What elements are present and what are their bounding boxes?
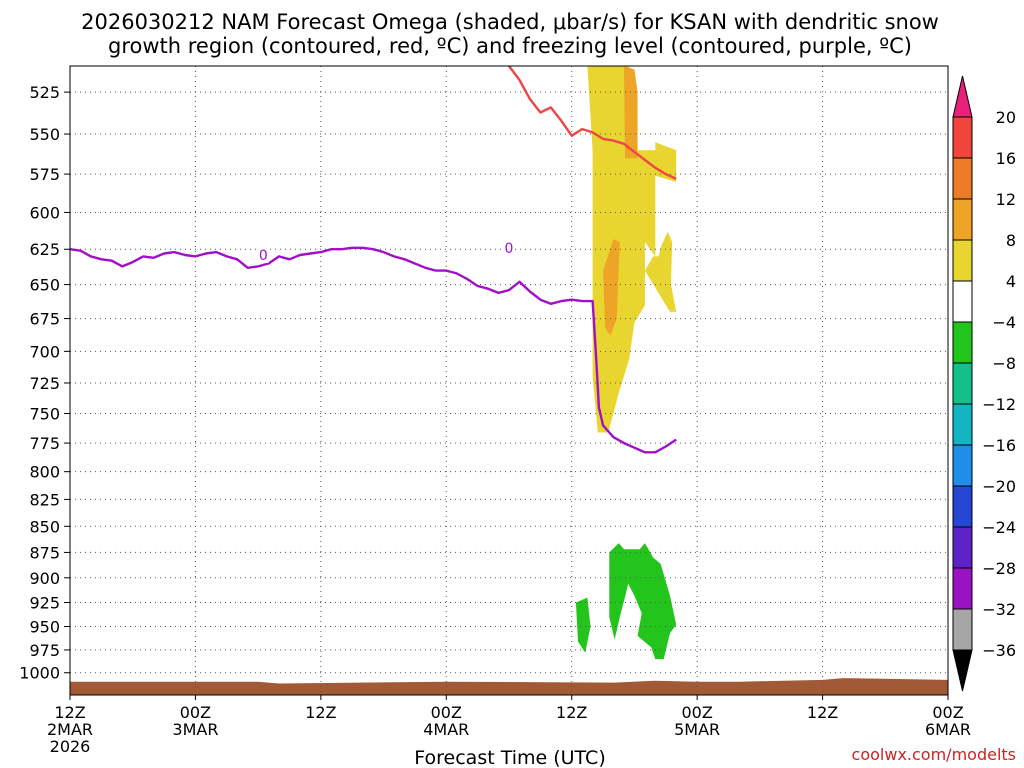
colorbar-bin-13 <box>952 608 973 651</box>
x-tick-label-60-0: 00Z <box>681 703 712 722</box>
omega-colorbar: 20 16 12 8 4 −4 −8 −12 −16 −20 −24 −28 −32 −36 <box>952 75 1016 692</box>
colorbar-label-13: −36 <box>982 641 1016 660</box>
x-tick-label-84-1: 6MAR <box>925 720 971 739</box>
colorbar-label-7: −12 <box>982 395 1016 414</box>
y-tick-label-850: 850 <box>29 517 60 536</box>
omega-shaded-region-5 <box>609 543 677 660</box>
y-tick-label-825: 825 <box>29 490 60 509</box>
freezing-level-contour <box>69 246 677 454</box>
y-tick-label-550: 550 <box>29 125 60 144</box>
y-tick-label-775: 775 <box>29 434 60 453</box>
x-tick-label-12-1: 3MAR <box>172 720 218 739</box>
y-tick-label-925: 925 <box>29 593 60 612</box>
omega-shaded-region-3 <box>603 239 620 336</box>
y-tick-label-900: 900 <box>29 569 60 588</box>
omega-shaded-region-2 <box>624 66 638 159</box>
colorbar-label-1: 16 <box>996 149 1016 168</box>
x-tick-label-0-0: 12Z <box>54 703 85 722</box>
colorbar-label-4: 4 <box>1006 272 1016 291</box>
y-tick-label-700: 700 <box>29 342 60 361</box>
colorbar-label-2: 12 <box>996 190 1016 209</box>
credit-text: coolwx.com/modelts <box>852 745 1016 764</box>
x-tick-label-0-1: 2MAR <box>47 720 93 739</box>
colorbar-bin-10 <box>952 485 973 528</box>
x-tick-label-36-1: 4MAR <box>423 720 469 739</box>
x-tick-label-60-1: 5MAR <box>674 720 720 739</box>
colorbar-bin-0 <box>952 75 973 118</box>
colorbar-bin-8 <box>952 403 973 446</box>
y-tick-label-650: 650 <box>29 276 60 295</box>
y-tick-label-975: 975 <box>29 641 60 660</box>
colorbar-label-3: 8 <box>1006 231 1016 250</box>
x-tick-label-24-0: 12Z <box>305 703 336 722</box>
y-tick-label-1000: 1000 <box>19 664 60 683</box>
y-tick-label-950: 950 <box>29 618 60 637</box>
colorbar-bin-4 <box>952 239 973 282</box>
colorbar-label-9: −20 <box>982 477 1016 496</box>
omega-shaded-region-4 <box>575 597 591 653</box>
colorbar-label-0: 20 <box>996 108 1016 127</box>
chart-title-line-2: growth region (contoured, red, ºC) and f… <box>108 34 912 58</box>
colorbar-bin-11 <box>952 526 973 569</box>
colorbar-bin-5 <box>952 280 973 323</box>
contour-label-bg-0 <box>258 246 269 263</box>
colorbar-bin-2 <box>952 157 973 200</box>
colorbar-label-12: −32 <box>982 600 1016 619</box>
grid-lines <box>69 66 949 695</box>
y-tick-label-600: 600 <box>29 203 60 222</box>
colorbar-bin-3 <box>952 198 973 241</box>
x-tick-label-48-0: 12Z <box>556 703 587 722</box>
colorbar-bin-1 <box>952 116 973 159</box>
x-tick-label-12-0: 00Z <box>180 703 211 722</box>
colorbar-label-11: −28 <box>982 559 1016 578</box>
y-tick-label-575: 575 <box>29 165 60 184</box>
colorbar-label-6: −8 <box>992 354 1016 373</box>
y-tick-label-725: 725 <box>29 374 60 393</box>
y-axis-ticks: 525 550 575 600 625 650 675 700 725 750 775 800 825 8… <box>19 83 70 683</box>
colorbar-label-8: −16 <box>982 436 1016 455</box>
colorbar-bin-7 <box>952 362 973 405</box>
terrain-surface-band <box>70 678 948 695</box>
x-axis-label: Forecast Time (UTC) <box>414 747 605 768</box>
freezing-level-label-1: 0 <box>505 241 514 257</box>
colorbar-bin-9 <box>952 444 973 487</box>
plot-frame <box>69 65 949 696</box>
x-tick-label-72-0: 12Z <box>807 703 838 722</box>
y-tick-label-675: 675 <box>29 310 60 329</box>
dendritic-growth-contour <box>508 65 677 180</box>
omega-shading-layer <box>575 66 677 660</box>
y-tick-label-525: 525 <box>29 83 60 102</box>
terrain-layer <box>70 678 948 695</box>
y-tick-label-875: 875 <box>29 543 60 562</box>
contour-label-bg-1 <box>504 239 514 256</box>
colorbar-bin-12 <box>952 567 973 610</box>
chart-title-line-1: 2026030212 NAM Forecast Omega (shaded, μ… <box>81 10 939 34</box>
omega-shaded-region-1 <box>644 231 677 312</box>
omega-shaded-region-0 <box>587 66 677 433</box>
colorbar-bin-6 <box>952 321 973 364</box>
y-tick-label-800: 800 <box>29 463 60 482</box>
colorbar-label-10: −24 <box>982 518 1016 537</box>
x-tick-label-84-0: 00Z <box>932 703 963 722</box>
y-tick-label-750: 750 <box>29 405 60 424</box>
colorbar-label-5: −4 <box>992 313 1016 332</box>
freezing-level-label-0: 0 <box>259 248 268 264</box>
colorbar-bin-14 <box>952 649 973 692</box>
x-tick-label-36-0: 00Z <box>431 703 462 722</box>
x-tick-label-0-2: 2026 <box>50 737 91 756</box>
y-tick-label-625: 625 <box>29 240 60 259</box>
